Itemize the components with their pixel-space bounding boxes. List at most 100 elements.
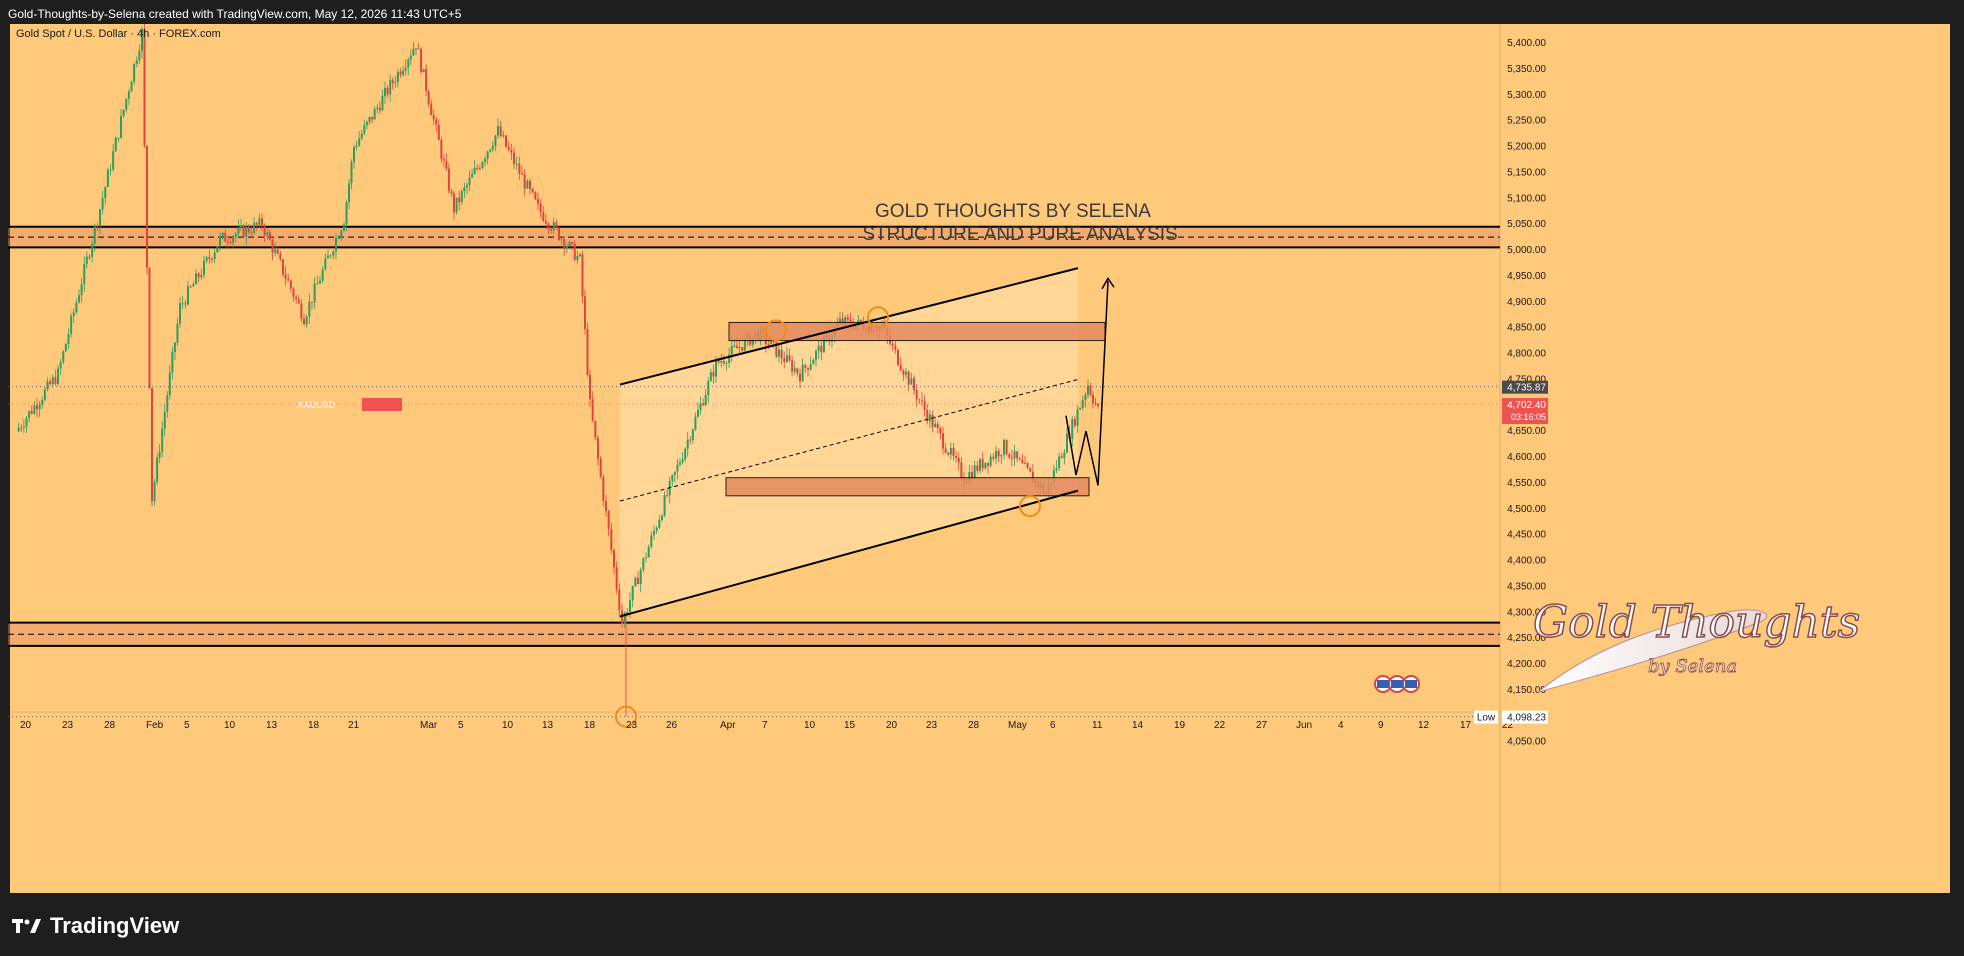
x-tick-label: 10 bbox=[804, 720, 816, 731]
economic-events-icons[interactable] bbox=[1374, 675, 1420, 693]
candle-body bbox=[618, 589, 621, 611]
candle-body bbox=[28, 411, 31, 419]
candle-body bbox=[332, 251, 335, 256]
candle-body bbox=[589, 374, 591, 400]
candle-body bbox=[942, 433, 944, 449]
tradingview-brand[interactable]: TradingView bbox=[12, 913, 179, 939]
candle-body bbox=[650, 535, 653, 547]
candle-body bbox=[550, 228, 553, 231]
candle-body bbox=[615, 567, 618, 590]
y-tick-label: 4,050.00 bbox=[1507, 737, 1546, 748]
candle-body bbox=[793, 368, 796, 372]
candle-body bbox=[531, 188, 534, 193]
candle-body bbox=[130, 81, 133, 92]
candle-body bbox=[62, 351, 65, 363]
candle-body bbox=[968, 471, 971, 482]
candle-body bbox=[232, 237, 235, 243]
candle-body bbox=[458, 197, 461, 203]
candle-body bbox=[634, 577, 637, 586]
candle-body bbox=[860, 319, 862, 324]
candle-body bbox=[442, 158, 445, 161]
y-tick-label: 4,550.00 bbox=[1507, 478, 1546, 489]
candle-body bbox=[891, 343, 894, 346]
candle-body bbox=[224, 232, 227, 242]
x-tick-label: Apr bbox=[720, 720, 736, 731]
time-axis[interactable]: 20 23 28 Feb 5 10 13 18 21 Mar 5 10 13 18 23 26 Apr 7 10 15… bbox=[8, 711, 1514, 731]
price-chart[interactable]: GOLD THOUGHTS BY SELENA STRUCTURE AND PU… bbox=[8, 22, 1952, 895]
x-tick-label: 12 bbox=[1418, 720, 1430, 731]
candle-body bbox=[1031, 471, 1034, 483]
y-tick-label: 5,250.00 bbox=[1507, 116, 1546, 127]
x-tick-label: 22 bbox=[1502, 720, 1514, 731]
projection-path bbox=[1065, 281, 1109, 486]
candle-body bbox=[247, 226, 250, 233]
candle-body bbox=[995, 450, 997, 459]
y-tick-label: 5,050.00 bbox=[1507, 219, 1546, 230]
candle-body bbox=[1010, 457, 1013, 459]
candle-body bbox=[70, 315, 73, 335]
candle-body bbox=[841, 318, 844, 325]
candle-body bbox=[521, 173, 523, 175]
candle-body bbox=[51, 377, 54, 385]
candle-body bbox=[378, 107, 381, 111]
y-tick-label: 5,300.00 bbox=[1507, 90, 1546, 101]
candle-body bbox=[647, 546, 650, 558]
candle-body bbox=[712, 372, 715, 377]
y-tick-label: 5,150.00 bbox=[1507, 167, 1546, 178]
candle-body bbox=[976, 465, 979, 471]
candle-body bbox=[104, 187, 107, 199]
candle-body bbox=[529, 180, 531, 189]
candle-body bbox=[1066, 433, 1068, 453]
candle-body bbox=[707, 381, 710, 395]
candle-body bbox=[391, 80, 394, 84]
candle-body bbox=[1013, 451, 1016, 459]
candle-body bbox=[1084, 394, 1087, 400]
candle-body bbox=[591, 399, 594, 421]
candle-body bbox=[437, 124, 440, 140]
candle-body bbox=[266, 232, 269, 236]
candle-body bbox=[138, 50, 141, 61]
candle-body bbox=[365, 121, 368, 126]
candle-body bbox=[481, 162, 484, 169]
candle-body bbox=[67, 334, 70, 344]
symbol-tag-label: XAUUSD bbox=[297, 400, 335, 410]
candle-body bbox=[653, 530, 655, 536]
candle-body bbox=[96, 225, 99, 227]
candle-body bbox=[679, 462, 681, 465]
candle-body bbox=[263, 226, 266, 236]
candle-body bbox=[484, 158, 487, 163]
candle-body bbox=[715, 359, 717, 377]
candle-body bbox=[133, 63, 136, 82]
candle-body bbox=[505, 135, 507, 147]
candle-body bbox=[586, 328, 589, 375]
candle-body bbox=[471, 173, 474, 178]
candle-body bbox=[599, 458, 602, 477]
y-tick-label: 4,600.00 bbox=[1507, 452, 1546, 463]
y-tick-label: 5,100.00 bbox=[1507, 193, 1546, 204]
y-tick-label: 4,350.00 bbox=[1507, 581, 1546, 592]
candle-body bbox=[936, 423, 939, 429]
candle-body bbox=[560, 239, 563, 241]
candle-body bbox=[350, 162, 353, 184]
candle-body bbox=[1087, 385, 1089, 395]
candle-body bbox=[1029, 468, 1032, 472]
candle-body bbox=[460, 191, 463, 203]
x-tick-label: 22 bbox=[1214, 720, 1226, 731]
candle-body bbox=[120, 115, 122, 138]
candle-body bbox=[666, 495, 669, 497]
symbol-line: Gold Spot / U.S. Dollar · 4h · FOREX.com bbox=[16, 28, 221, 40]
event-flag-detail bbox=[1391, 680, 1403, 688]
candle-body bbox=[507, 146, 510, 150]
candle-body bbox=[106, 169, 109, 188]
candle-body bbox=[579, 254, 581, 256]
candle-body bbox=[473, 167, 476, 174]
candle-body bbox=[489, 149, 492, 152]
candle-body bbox=[689, 439, 692, 441]
candle-body bbox=[17, 427, 20, 432]
y-tick-label: 4,650.00 bbox=[1507, 426, 1546, 437]
logo-brush-stroke bbox=[1537, 609, 1768, 693]
candle-body bbox=[1018, 458, 1021, 460]
candle-body bbox=[686, 439, 689, 449]
candle-body bbox=[420, 48, 423, 73]
price-axis[interactable]: 5,400.00 5,350.00 5,300.00 5,250.00 5,200.00… bbox=[1507, 38, 1546, 748]
